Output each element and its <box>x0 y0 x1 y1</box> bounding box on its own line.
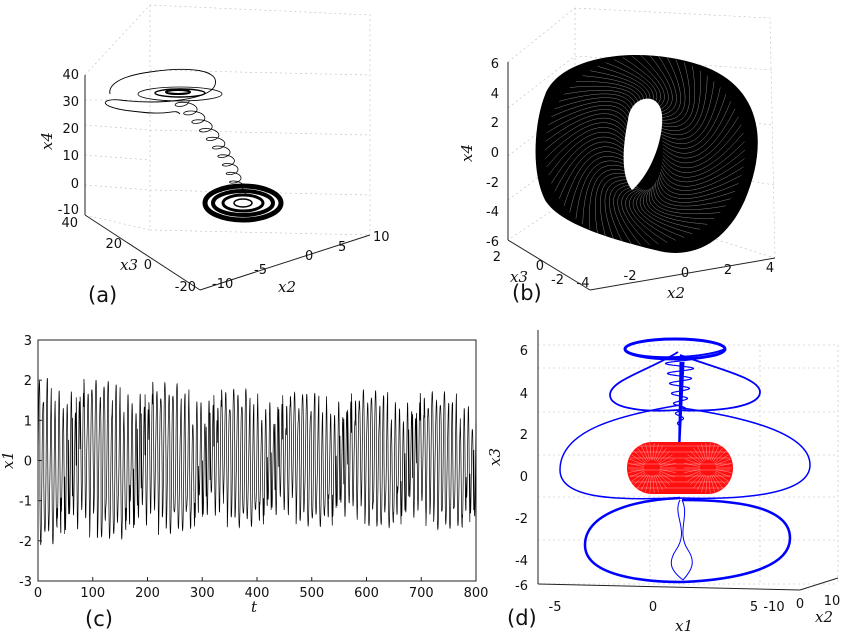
panel-b-x-tick: -2 <box>624 269 637 284</box>
panel-d-z-tick: 4 <box>520 387 528 402</box>
panel-c-label: (c) <box>85 607 113 631</box>
panel-d-y-tick: 10 <box>824 594 841 609</box>
panel-a-x-tick: 0 <box>305 249 313 264</box>
panel-b-torus <box>535 54 758 253</box>
panel-a-x-ticks: -10 -5 0 5 10 <box>212 230 390 292</box>
panel-d-axes-box <box>537 330 839 591</box>
panel-d-x-tick: 5 <box>750 600 758 615</box>
panel-d-x-ticks: -5 0 5 <box>549 600 759 615</box>
panel-a-zlabel: x4 <box>38 132 56 150</box>
panel-d-red-torus <box>627 442 733 494</box>
panel-b-label: (b) <box>512 281 542 305</box>
panel-b-ylabel: x3 <box>510 268 528 286</box>
panel-b-z-tick: -4 <box>486 205 499 220</box>
panel-a-label: (a) <box>88 283 117 307</box>
panel-b-z-tick: -6 <box>486 235 499 250</box>
panel-d-z-tick: 6 <box>520 344 528 359</box>
panel-b-zlabel: x4 <box>458 144 476 162</box>
panel-c-x-tick: 100 <box>80 586 105 601</box>
panel-d-label: (d) <box>507 606 537 630</box>
panel-b-y-ticks: 2 0 -2 <box>493 250 564 288</box>
panel-a-y-tick: 40 <box>61 216 78 231</box>
panel-c-signal <box>37 378 477 546</box>
panel-b-z-tick: 6 <box>491 57 499 72</box>
panel-d-zlabel: x3 <box>486 448 504 466</box>
panel-a-y-tick: 0 <box>144 258 152 273</box>
panel-c-y-tick: 0 <box>24 455 32 470</box>
panel-c-x-tick: 400 <box>245 586 270 601</box>
panel-b-y-tick: -2 <box>551 273 564 288</box>
panel-c-y-tick: -2 <box>19 535 32 550</box>
panel-c-y-ticks: -3 -2 -1 0 1 2 3 <box>19 334 42 590</box>
panel-b-y-tick: 0 <box>536 259 544 274</box>
panel-d-z-tick: 2 <box>520 428 528 443</box>
panel-a-axes-box <box>84 4 371 291</box>
panel-a-y-tick: -20 <box>175 280 196 295</box>
panel-a-z-tick: 10 <box>62 149 79 164</box>
panel-c-x-ticks: 0 100 200 300 400 500 600 700 800 <box>34 577 489 601</box>
panel-d-z-tick: -6 <box>515 579 528 594</box>
panel-d-z-ticks: 6 4 2 0 -2 -4 -6 <box>515 344 528 594</box>
panel-a-z-tick: 40 <box>62 68 79 83</box>
panel-c-x-tick: 800 <box>464 586 489 601</box>
panel-d: 6 4 2 0 -2 -4 -6 -5 0 5 -10 0 10 x3 x1 x… <box>486 330 840 635</box>
panel-d-y-ticks: -10 0 10 <box>763 594 840 615</box>
panel-d-z-tick: 0 <box>520 470 528 485</box>
panel-c-y-tick: -3 <box>19 575 32 590</box>
panel-c-y-tick: 1 <box>24 414 32 429</box>
panel-a: 40 30 20 10 0 -10 40 20 0 -20 -10 -5 0 5… <box>38 4 390 307</box>
panel-a-z-ticks: 40 30 20 10 0 -10 <box>58 68 79 218</box>
panel-c-y-tick: 3 <box>24 334 32 349</box>
panel-c: 0 100 200 300 400 500 600 700 800 -3 -2 -1 0 1 2 3 t x… <box>0 334 488 631</box>
panel-c-xlabel: t <box>251 598 258 616</box>
panel-d-z-tick: -2 <box>515 512 528 527</box>
panel-a-x-tick: 10 <box>373 230 390 245</box>
panel-a-ylabel: x3 <box>120 256 138 274</box>
panel-d-z-tick: -4 <box>515 554 528 569</box>
panel-c-ylabel: x1 <box>0 451 17 469</box>
panel-d-xlabel: x1 <box>675 617 693 635</box>
panel-c-y-tick: -1 <box>19 495 32 510</box>
panel-b-z-tick: 0 <box>491 146 499 161</box>
panel-b-x-ticks: -4 -2 0 2 4 <box>577 261 775 291</box>
panel-b: 6 4 2 0 -2 -4 -6 2 0 -2 -4 -2 0 2 4 x4 x… <box>458 7 776 305</box>
panel-b-z-tick: -2 <box>486 176 499 191</box>
panel-b-x-tick: 0 <box>681 266 689 281</box>
panel-c-x-tick: 700 <box>409 586 434 601</box>
panel-b-y-tick: 2 <box>493 250 501 265</box>
panel-a-y-ticks: 40 20 0 -20 <box>61 216 196 295</box>
panel-a-x-tick: -5 <box>254 263 267 278</box>
panel-a-z-tick: 0 <box>71 177 79 192</box>
panel-b-z-tick: 2 <box>491 116 499 131</box>
panel-c-x-tick: 200 <box>135 586 160 601</box>
panel-b-x-tick: 4 <box>766 261 774 276</box>
panel-b-xlabel: x2 <box>667 284 685 302</box>
panel-c-x-tick: 500 <box>299 586 324 601</box>
panel-a-x-tick: 5 <box>338 240 346 255</box>
panel-a-x-tick: -10 <box>212 277 233 292</box>
panel-c-x-tick: 300 <box>190 586 215 601</box>
panel-c-y-tick: 2 <box>24 374 32 389</box>
panel-c-x-tick: 0 <box>34 586 42 601</box>
panel-a-trajectory <box>104 68 284 223</box>
panel-d-blue-orbit <box>559 337 811 584</box>
panel-d-x-tick: -5 <box>549 600 562 615</box>
panel-d-ylabel: x2 <box>815 608 833 626</box>
panel-a-xlabel: x2 <box>278 278 296 296</box>
panel-d-x-tick: 0 <box>649 600 657 615</box>
panel-a-z-tick: -10 <box>58 203 79 218</box>
panel-b-x-tick: -4 <box>577 276 590 291</box>
panel-b-x-tick: 2 <box>724 263 732 278</box>
panel-c-x-tick: 600 <box>354 586 379 601</box>
panel-a-z-tick: 30 <box>62 95 79 110</box>
panel-b-z-ticks: 6 4 2 0 -2 -4 -6 <box>486 57 499 250</box>
panel-d-y-tick: -10 <box>763 600 784 615</box>
panel-a-y-tick: 20 <box>105 237 122 252</box>
panel-b-z-tick: 4 <box>491 87 499 102</box>
panel-a-z-tick: 20 <box>62 122 79 137</box>
panel-d-y-tick: 0 <box>796 597 804 612</box>
